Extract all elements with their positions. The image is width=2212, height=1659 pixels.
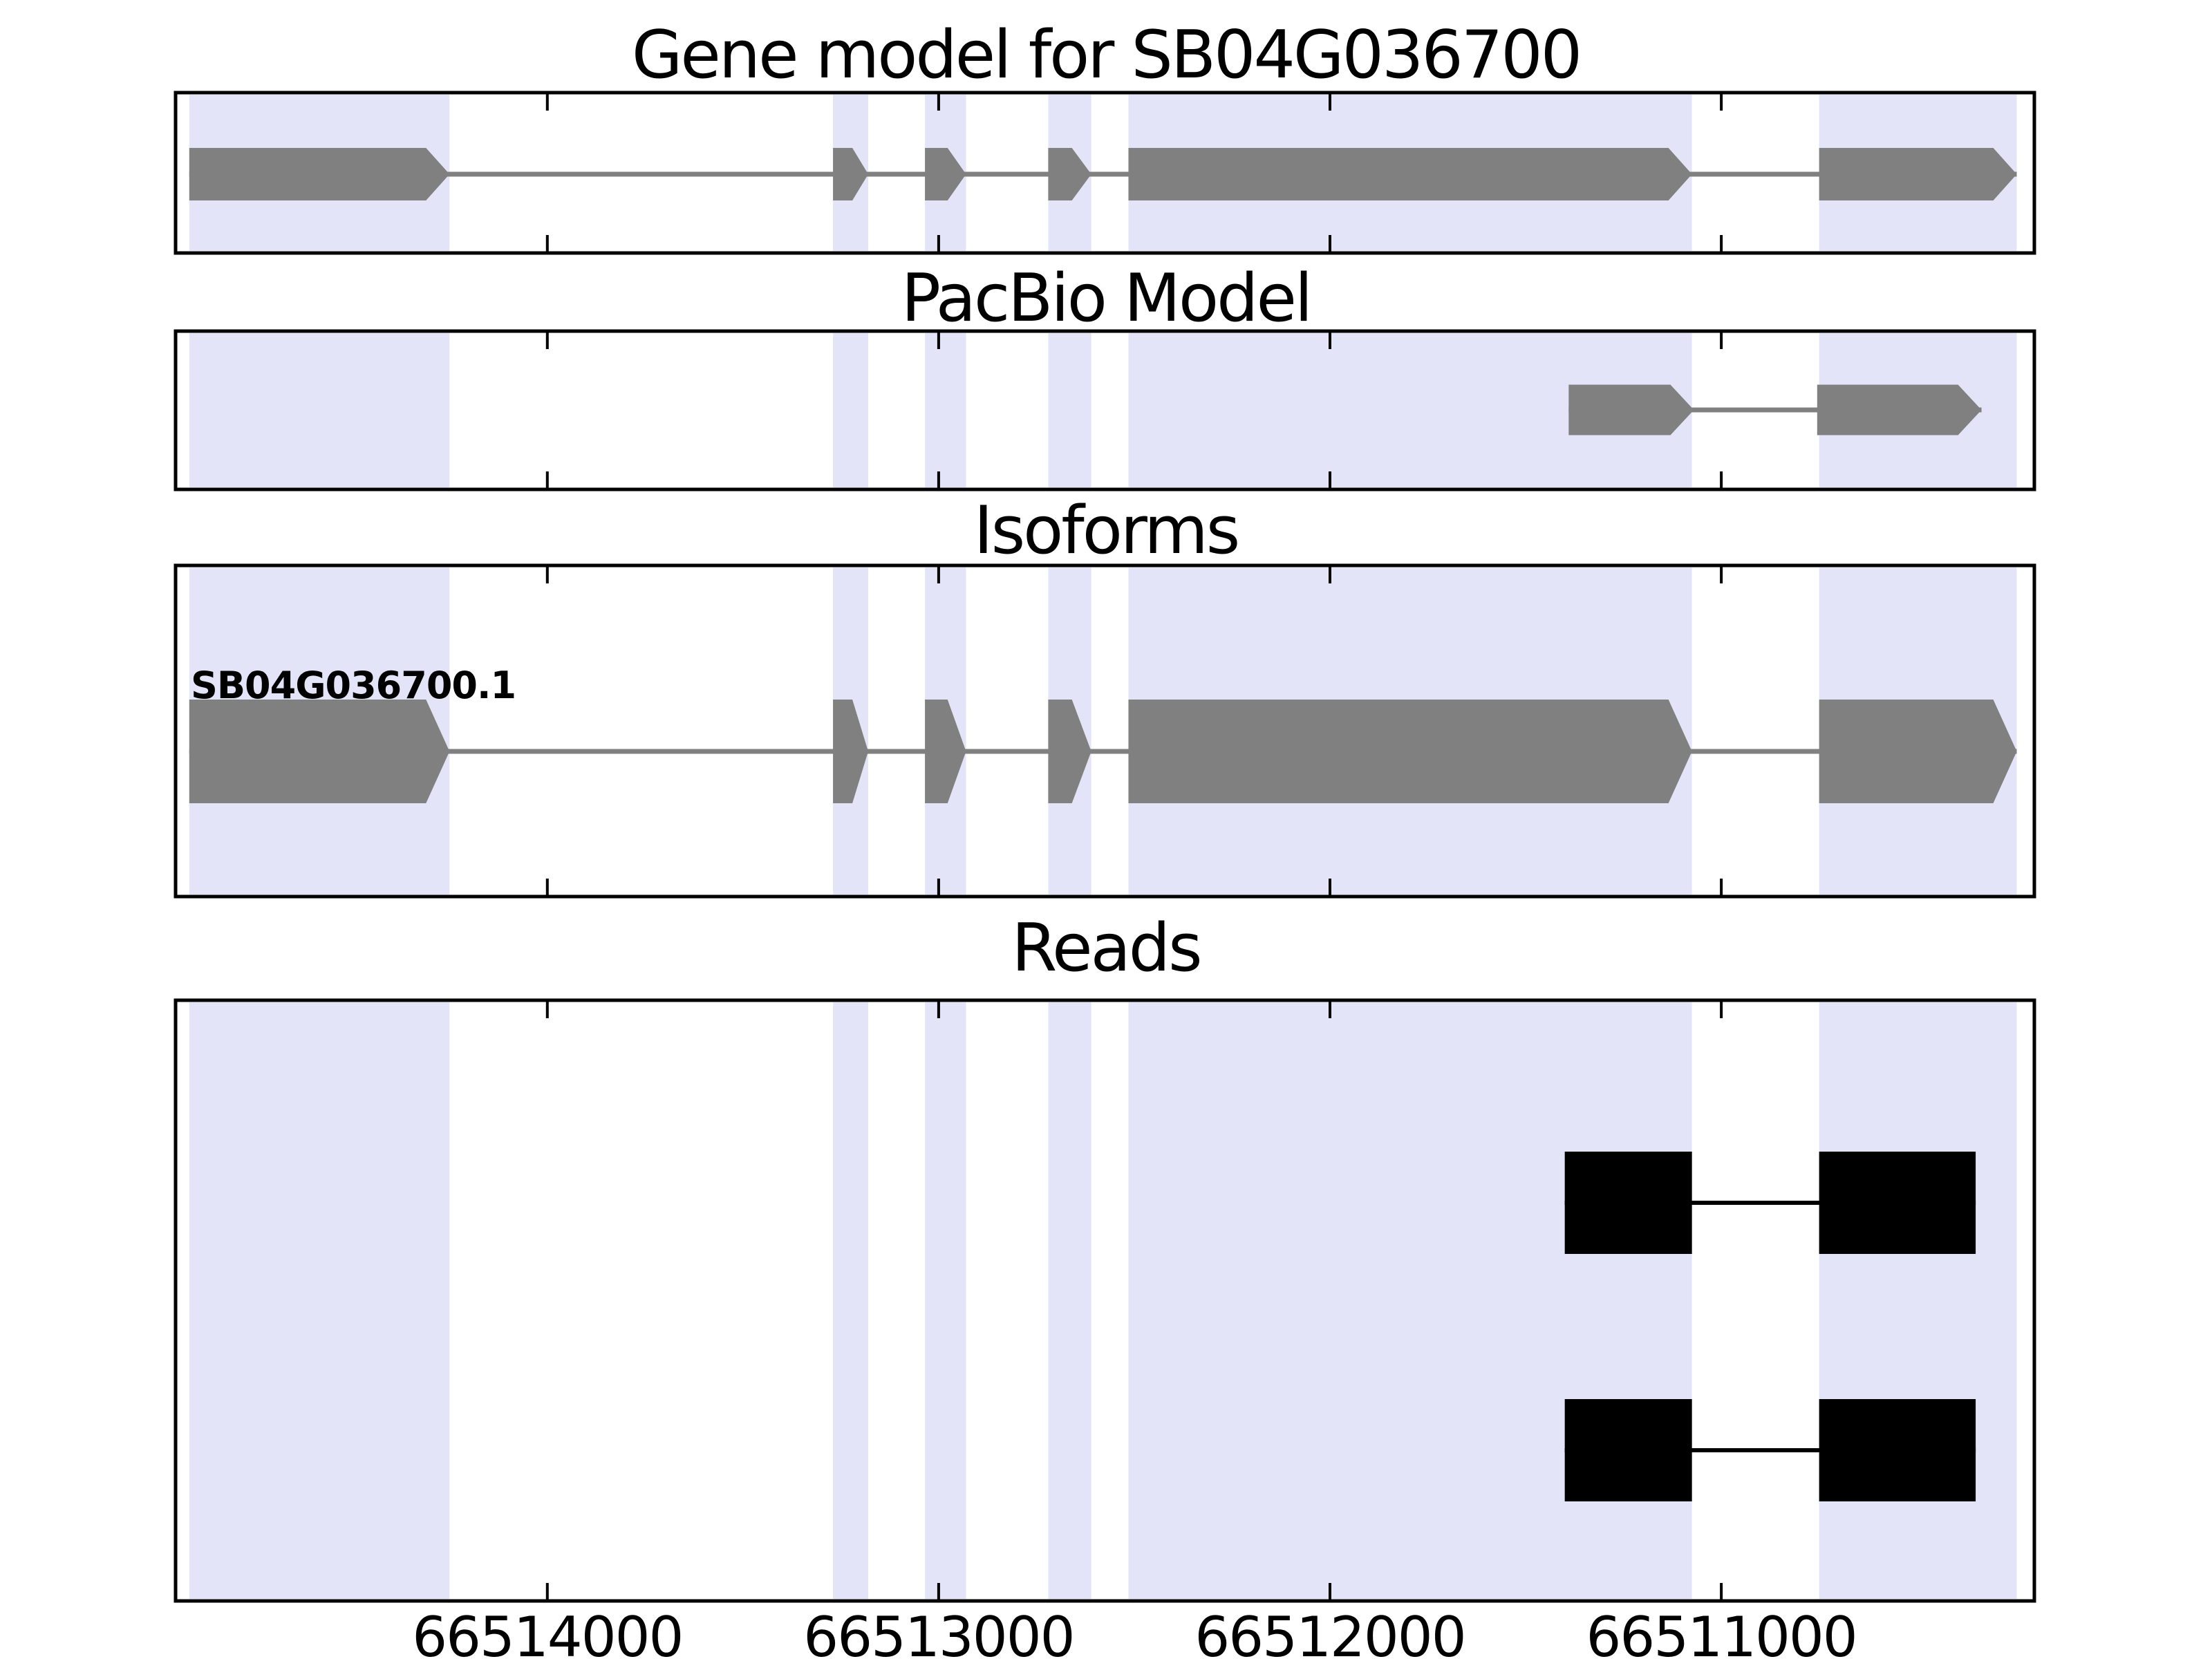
highlight-band: [1128, 1002, 1692, 1599]
track-gene_model: [189, 148, 2017, 200]
intron-line: [1568, 407, 1982, 413]
tracks-layer: [189, 148, 2017, 1501]
highlight-band: [189, 1002, 450, 1599]
panel-frame-pacbio: [174, 329, 2036, 491]
x-tick-label: 66511000: [1586, 1605, 1857, 1659]
exon-arrow: [833, 700, 869, 803]
read-block: [1819, 1152, 1976, 1254]
read-block: [1564, 1152, 1692, 1254]
highlight-band: [1819, 1002, 2017, 1599]
panel-frame-reads: [174, 998, 2036, 1603]
exon-arrow: [1128, 148, 1692, 200]
exon-arrow: [1817, 384, 1982, 435]
exon-arrow: [833, 148, 869, 200]
highlight-band: [833, 333, 869, 487]
exon-arrow: [189, 700, 450, 803]
panel-frame-gene_model: [174, 91, 2036, 255]
read-block: [1819, 1399, 1976, 1501]
x-tick-label: 66513000: [803, 1605, 1074, 1659]
read-connector: [1564, 1201, 1976, 1205]
isoform-label: SB04G036700.1: [191, 664, 516, 707]
title-isoforms: Isoforms: [974, 493, 1239, 569]
highlight-band: [833, 1002, 869, 1599]
title-reads: Reads: [1011, 910, 1200, 986]
titles-layer: Gene model for SB04G036700 PacBio Model …: [191, 17, 1582, 986]
read-block: [1564, 1399, 1692, 1501]
title-pacbio-model: PacBio Model: [901, 261, 1311, 337]
read-connector: [1564, 1448, 1976, 1452]
intron-line: [189, 749, 2017, 754]
panel-frame-isoforms: [174, 563, 2036, 899]
highlight-band: [189, 333, 450, 487]
highlight-band: [1048, 1002, 1091, 1599]
exon-arrow: [1819, 700, 2017, 803]
x-tick-label: 66514000: [412, 1605, 682, 1659]
intron-line: [189, 171, 2017, 177]
x-axis-layer: 66514000 66513000 66512000 66511000: [412, 1605, 1858, 1659]
highlight-band: [925, 1002, 966, 1599]
read: [1564, 1152, 1976, 1254]
x-tick-label: 66512000: [1194, 1605, 1465, 1659]
exon-arrow: [1819, 148, 2017, 200]
panel-frames-layer: [174, 91, 2036, 1603]
track-pacbio: [1568, 384, 1982, 435]
exon-arrow: [1128, 700, 1692, 803]
track-isoforms: [189, 700, 2017, 803]
exon-arrow: [1048, 700, 1091, 803]
title-gene-model: Gene model for SB04G036700: [632, 17, 1580, 93]
highlight-band: [925, 333, 966, 487]
exon-arrow: [1048, 148, 1091, 200]
track-reads: [1564, 1152, 1976, 1501]
exon-arrow: [925, 700, 966, 803]
highlight-band: [1048, 333, 1091, 487]
exon-arrow: [1568, 384, 1694, 435]
exon-arrow: [189, 148, 450, 200]
exon-arrow: [925, 148, 966, 200]
read: [1564, 1399, 1976, 1501]
